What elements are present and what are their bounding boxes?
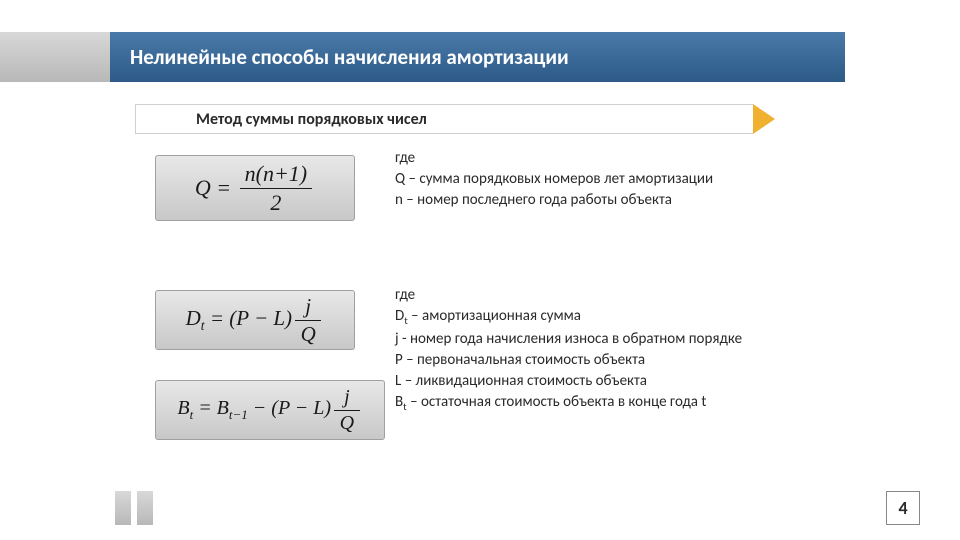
footer-bar-2 bbox=[137, 491, 153, 525]
desc1-heading: где bbox=[395, 148, 815, 169]
arrow-icon bbox=[753, 104, 775, 134]
desc1-line1: n – номер последнего года работы объекта bbox=[395, 190, 815, 211]
description-1: где Q – сумма порядковых номеров лет амо… bbox=[395, 148, 815, 211]
title-bar: Нелинейные способы начисления амортизаци… bbox=[0, 32, 845, 82]
desc2-line4: Bt – остаточная стоимость объекта в конц… bbox=[395, 392, 825, 415]
desc2-line3: L – ликвидационная стоимость объекта bbox=[395, 371, 825, 392]
footer-bar-1 bbox=[115, 491, 131, 525]
page-number: 4 bbox=[886, 491, 920, 525]
subtitle-text: Метод суммы порядковых чисел bbox=[135, 104, 753, 134]
desc2-heading: где bbox=[395, 285, 825, 306]
desc2-line1: j - номер года начисления износа в обрат… bbox=[395, 329, 825, 350]
desc2-line2: P – первоначальная стоимость объекта bbox=[395, 350, 825, 371]
slide-title: Нелинейные способы начисления амортизаци… bbox=[110, 32, 845, 82]
formula-bt: Bt = Bt−1 − (P − L) j Q bbox=[155, 380, 385, 440]
formula-dt: Dt = (P − L) j Q bbox=[155, 290, 355, 350]
desc2-line0: Dt – амортизационная сумма bbox=[395, 306, 825, 329]
formula-q: Q = n(n+1) 2 bbox=[155, 155, 355, 221]
footer-decoration bbox=[115, 491, 153, 525]
title-accent bbox=[0, 32, 110, 82]
subtitle-bar: Метод суммы порядковых чисел bbox=[135, 104, 775, 134]
description-2: где Dt – амортизационная сумма j - номер… bbox=[395, 285, 825, 414]
desc1-line0: Q – сумма порядковых номеров лет амортиз… bbox=[395, 169, 815, 190]
